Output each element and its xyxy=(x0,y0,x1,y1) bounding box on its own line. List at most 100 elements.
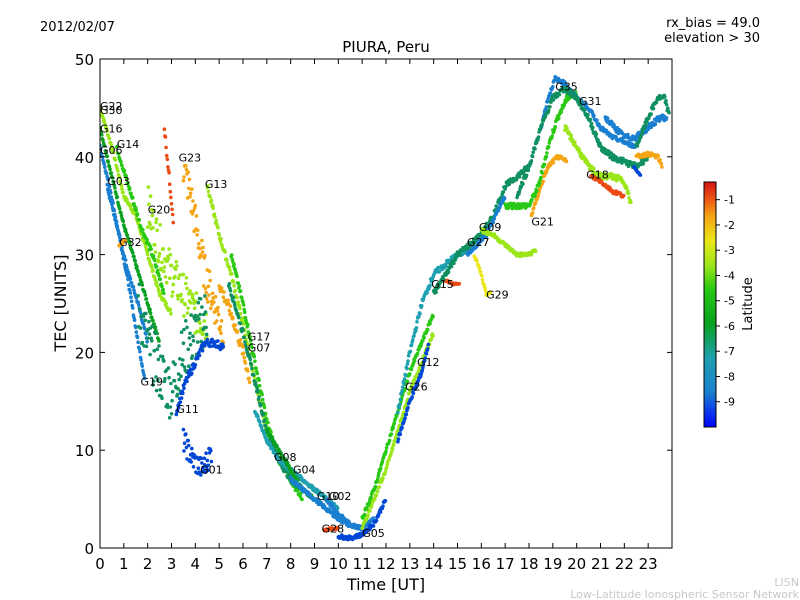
track-point xyxy=(664,98,668,103)
track-point xyxy=(434,290,438,294)
track-point xyxy=(120,248,124,253)
track-point xyxy=(182,327,186,332)
track-point xyxy=(196,466,201,471)
track-point xyxy=(167,375,171,380)
track-point xyxy=(169,263,174,268)
track-point xyxy=(372,497,377,501)
colorbar-tick-label: -5 xyxy=(724,295,735,308)
track-point xyxy=(182,175,186,179)
track-point xyxy=(220,243,224,248)
track-point xyxy=(190,446,194,451)
colorbar xyxy=(703,181,717,428)
track-point xyxy=(411,391,416,396)
track-point xyxy=(408,349,413,354)
track-point xyxy=(658,158,662,162)
satellite-track-g03 xyxy=(105,182,147,381)
track-point xyxy=(414,326,419,330)
track-point xyxy=(551,85,555,89)
satellite-label: G29 xyxy=(486,289,509,302)
x-tick-label: 2 xyxy=(143,555,153,573)
track-point xyxy=(178,400,183,404)
track-point xyxy=(207,269,212,274)
track-point xyxy=(449,264,454,269)
track-point xyxy=(137,346,142,351)
track-point xyxy=(216,339,220,343)
track-point xyxy=(186,306,190,311)
track-point xyxy=(607,149,611,153)
x-tick-label: 11 xyxy=(353,555,372,573)
track-point xyxy=(376,474,381,478)
track-point xyxy=(238,311,243,316)
track-point xyxy=(140,340,145,345)
track-point xyxy=(237,284,242,288)
track-point xyxy=(548,91,553,95)
track-point xyxy=(169,195,173,200)
track-point xyxy=(152,348,156,353)
track-point xyxy=(638,173,643,177)
track-point xyxy=(185,286,189,291)
track-point xyxy=(398,397,403,402)
track-point xyxy=(635,144,640,148)
track-point xyxy=(182,441,187,446)
track-point xyxy=(111,180,116,184)
x-tick-label: 23 xyxy=(639,555,658,573)
satellite-label: G02 xyxy=(329,490,352,503)
track-point xyxy=(470,248,475,253)
track-point xyxy=(134,325,138,330)
satellite-label: G11 xyxy=(176,403,199,416)
track-point xyxy=(209,459,214,464)
track-point xyxy=(262,405,267,410)
track-point xyxy=(109,143,114,147)
colorbar-label: Latitude xyxy=(741,277,756,331)
track-point xyxy=(172,379,177,383)
track-point xyxy=(649,112,653,116)
track-point xyxy=(167,182,172,186)
track-point xyxy=(377,485,382,489)
track-point xyxy=(234,309,239,313)
satellite-track-g14 xyxy=(114,144,166,296)
track-point xyxy=(538,127,543,132)
track-point xyxy=(361,525,365,530)
track-point xyxy=(146,303,151,308)
track-point xyxy=(131,306,135,310)
track-point xyxy=(409,367,414,372)
track-point xyxy=(475,259,480,263)
track-point xyxy=(521,182,525,186)
track-point xyxy=(371,524,376,528)
track-point xyxy=(154,217,159,221)
track-point xyxy=(419,343,424,348)
track-point xyxy=(162,359,166,363)
satellite-track-gg1 xyxy=(479,226,538,259)
track-point xyxy=(645,120,649,124)
track-point xyxy=(141,322,146,326)
track-point xyxy=(121,190,125,195)
track-point xyxy=(184,281,188,286)
track-point xyxy=(248,335,252,339)
track-point xyxy=(204,296,209,301)
track-point xyxy=(381,476,385,481)
track-point xyxy=(201,332,205,336)
track-point xyxy=(390,447,395,452)
track-point xyxy=(145,237,149,242)
track-point xyxy=(160,284,164,289)
track-point xyxy=(149,247,153,251)
track-point xyxy=(457,281,462,286)
track-point xyxy=(536,135,541,139)
satellite-label: G35 xyxy=(555,80,578,93)
track-point xyxy=(124,174,128,178)
track-point xyxy=(148,307,152,312)
track-point xyxy=(392,421,397,425)
satellite-track-g16 xyxy=(100,125,161,343)
track-point xyxy=(158,388,162,392)
track-point xyxy=(122,257,126,261)
track-point xyxy=(162,269,166,274)
track-point xyxy=(150,324,155,329)
track-point xyxy=(131,251,135,255)
track-point xyxy=(431,314,435,319)
track-point xyxy=(128,186,132,191)
track-point xyxy=(104,171,109,175)
track-point xyxy=(158,223,162,227)
track-point xyxy=(156,378,160,383)
track-point xyxy=(595,118,599,122)
track-point xyxy=(148,222,152,227)
